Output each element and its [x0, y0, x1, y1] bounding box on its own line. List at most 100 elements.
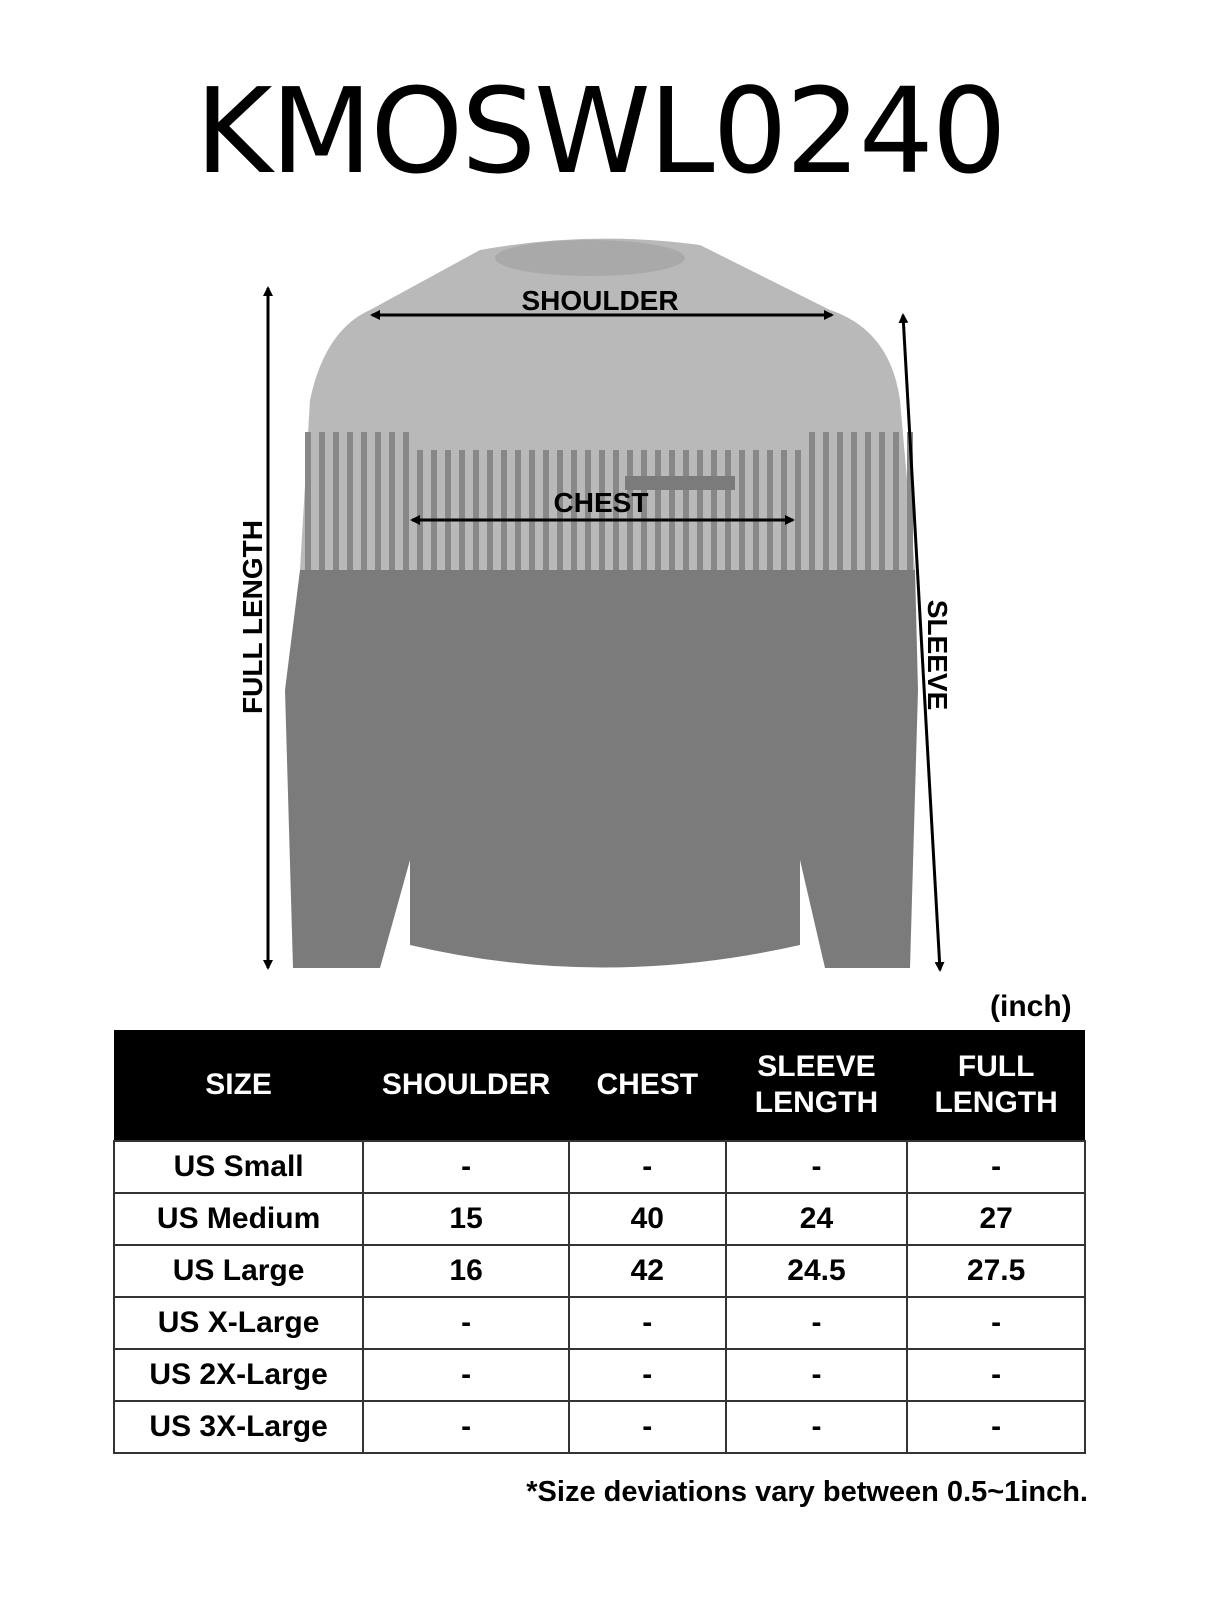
column-header-line: LENGTH	[754, 1086, 879, 1119]
measurement-cell: -	[362, 1296, 570, 1350]
column-header: SHOULDER	[363, 1030, 569, 1141]
measurement-cell: 24.5	[724, 1244, 909, 1298]
measurement-cell: 42	[567, 1244, 727, 1298]
sweater-illustration	[285, 238, 918, 968]
stripe	[501, 450, 507, 570]
stripe	[347, 432, 353, 570]
stripe	[445, 450, 451, 570]
measurement-cell: -	[906, 1296, 1086, 1350]
stripe	[837, 432, 843, 570]
sweater-diagram: SHOULDER CHEST FULL LENGTH SLEEVE	[237, 238, 953, 972]
stripe	[487, 450, 493, 570]
stripe	[571, 450, 577, 570]
stripe	[473, 450, 479, 570]
column-header-line: FULL	[957, 1050, 1035, 1083]
measurement-cell: 40	[567, 1192, 727, 1246]
stripe	[599, 450, 605, 570]
measurement-cell: -	[362, 1348, 570, 1402]
stripe	[655, 450, 661, 570]
table-row: US Medium 15 40 24 27	[112, 1192, 1086, 1246]
measurement-cell: 16	[362, 1244, 570, 1298]
table-row: US 2X-Large - - - -	[112, 1348, 1086, 1402]
stripe	[515, 450, 521, 570]
stripe	[851, 432, 857, 570]
stripe	[697, 450, 703, 570]
column-header: FULL LENGTH	[907, 1030, 1085, 1141]
size-table: SIZE SHOULDER CHEST SLEEVE LENGTH FULL LENGTH …	[112, 1030, 1086, 1454]
stripe	[529, 450, 535, 570]
measurement-cell: -	[362, 1140, 570, 1194]
measurement-cell: -	[567, 1296, 727, 1350]
size-cell: US X-Large	[112, 1296, 365, 1350]
measurement-cell: -	[906, 1348, 1086, 1402]
column-header-line: SIZE	[205, 1068, 272, 1101]
chest-label: CHEST	[554, 487, 649, 518]
stripe	[361, 432, 367, 570]
stripe	[795, 450, 801, 570]
stripe	[865, 432, 871, 570]
column-header: SLEEVE LENGTH	[725, 1030, 908, 1141]
stripe	[417, 450, 423, 570]
stripe	[879, 432, 885, 570]
table-row: US Small - - - -	[112, 1140, 1086, 1194]
stripe	[809, 432, 815, 570]
stripe	[725, 450, 731, 570]
measurement-cell: 24	[724, 1192, 909, 1246]
size-cell: US 3X-Large	[112, 1400, 365, 1454]
stripe	[683, 450, 689, 570]
measurement-cell: -	[724, 1400, 909, 1454]
sleeve-arrow	[898, 313, 945, 972]
measurement-cell: 27.5	[906, 1244, 1086, 1298]
sleeve-label: SLEEVE	[922, 600, 953, 710]
column-header-line: SLEEVE	[757, 1050, 876, 1083]
table-row: US Large 16 42 24.5 27.5	[112, 1244, 1086, 1298]
table-row: US X-Large - - - -	[112, 1296, 1086, 1350]
measurement-cell: -	[567, 1400, 727, 1454]
product-code-title: KMOSWL0240	[195, 62, 1007, 200]
size-cell: US Small	[112, 1140, 365, 1194]
measurement-cell: -	[724, 1296, 909, 1350]
table-row: US 3X-Large - - - -	[112, 1400, 1086, 1454]
stripe	[305, 432, 311, 570]
table-header-row: SIZE SHOULDER CHEST SLEEVE LENGTH FULL LENGTH	[114, 1030, 1085, 1141]
stripe	[711, 450, 717, 570]
stripe	[823, 432, 829, 570]
column-header: CHEST	[568, 1030, 726, 1141]
shoulder-label: SHOULDER	[521, 285, 678, 316]
column-header-line: SHOULDER	[381, 1068, 551, 1101]
column-header-line: LENGTH	[934, 1086, 1058, 1119]
unit-label: (inch)	[990, 990, 1072, 1023]
stripe	[753, 450, 759, 570]
column-header: SIZE	[114, 1030, 364, 1141]
stripe	[375, 432, 381, 570]
stripe	[543, 450, 549, 570]
measurement-cell: -	[567, 1140, 727, 1194]
measurement-cell: -	[724, 1140, 909, 1194]
full-length-label: FULL LENGTH	[237, 520, 268, 714]
stripe	[739, 450, 745, 570]
stripe	[459, 450, 465, 570]
measurement-cell: 27	[906, 1192, 1086, 1246]
stripe	[781, 450, 787, 570]
stripe	[431, 450, 437, 570]
stripe	[641, 450, 647, 570]
stripe	[389, 432, 395, 570]
size-cell: US 2X-Large	[112, 1348, 365, 1402]
size-deviation-note: *Size deviations vary between 0.5~1inch.	[526, 1476, 1088, 1508]
stripe	[669, 450, 675, 570]
measurement-cell: -	[567, 1348, 727, 1402]
size-cell: US Medium	[112, 1192, 365, 1246]
stripe	[627, 450, 633, 570]
column-header-line: CHEST	[596, 1068, 699, 1101]
stripe	[557, 450, 563, 570]
stripe	[893, 432, 899, 570]
measurement-cell: -	[906, 1400, 1086, 1454]
stripe	[403, 432, 409, 570]
measurement-cell: 15	[362, 1192, 570, 1246]
stripe	[585, 450, 591, 570]
stripe	[333, 432, 339, 570]
measurement-cell: -	[906, 1140, 1086, 1194]
stripe	[319, 432, 325, 570]
measurement-cell: -	[362, 1400, 570, 1454]
stripe	[613, 450, 619, 570]
